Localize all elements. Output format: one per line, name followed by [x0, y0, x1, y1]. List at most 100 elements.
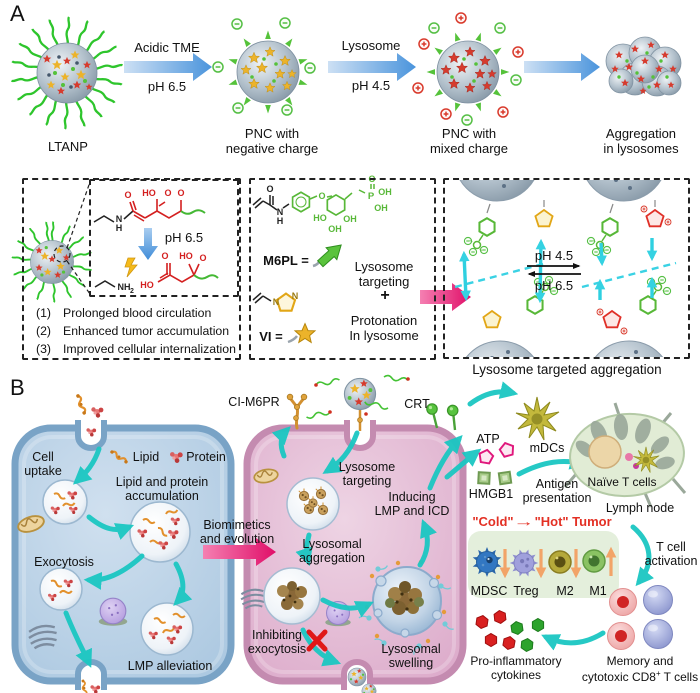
t-cell-activation-label: T cell activation: [644, 540, 698, 569]
svg-text:O: O: [124, 190, 131, 200]
uptake-vesicle: [42, 479, 88, 525]
mdc-cell-icon: [515, 396, 560, 441]
accumulation-vesicle: [129, 501, 191, 563]
svg-text:HO: HO: [140, 280, 154, 290]
m6pl-label: M6PL =: [263, 253, 309, 268]
m1-label: M1: [589, 584, 607, 598]
pnc-negative-label: PNC with negative charge: [225, 126, 319, 156]
hmgb1-label: HMGB1: [468, 487, 514, 501]
ltanp-particle: [10, 15, 124, 131]
lmp-vesicle: [140, 602, 194, 656]
lymph-node-label: Lymph node: [605, 501, 675, 515]
biomimetic-design-arrow: [420, 283, 471, 311]
point-3: (3) Improved cellular internalization: [36, 342, 236, 356]
evolved-cell-arrows: [271, 381, 519, 667]
lysosome-targeting-vesicle: [286, 477, 340, 531]
m2-label: M2: [556, 584, 574, 598]
mechanism-points: (1) Prolonged blood circulation (2) Enhanc…: [36, 304, 236, 358]
panel-b-label: B: [10, 375, 25, 400]
svg-text:OH: OH: [374, 203, 388, 213]
exocytosis-vesicle: [39, 567, 83, 611]
svg-text:O: O: [266, 184, 273, 194]
memory-t-cells-label: Memory and cytotoxic CD8+ T cells: [581, 654, 699, 684]
plus-label: +: [380, 287, 390, 304]
swollen-lysosome: [372, 566, 443, 638]
suppressor-trend-arrows: [499, 546, 617, 579]
cell-uptake-label: Cell uptake: [24, 450, 62, 479]
aggregation-arrow: [524, 53, 600, 81]
maleic-structure-bottom: NH 2 HO O HO O: [94, 251, 219, 295]
agg-ph-top-label: pH 4.5: [534, 248, 574, 263]
point-2: (2) Enhanced tumor accumulation: [36, 324, 230, 338]
naive-t-cells-label: Naïve T cells: [587, 475, 657, 489]
atp-label: ATP: [476, 432, 500, 446]
agg-box-structures: [454, 200, 677, 335]
svg-text:P: P: [368, 191, 375, 202]
aggregation-particle: [605, 36, 682, 97]
inhibiting-exocytosis-label: Inhibiting exocytosis: [247, 628, 307, 657]
aggregation-box: [443, 178, 690, 359]
agg-caption: Lysosome targeted aggregation: [472, 362, 662, 377]
svg-text:O: O: [164, 188, 171, 198]
suppressor-box: [468, 531, 619, 598]
lysosome-targeting-b-label: Lysosome targeting: [338, 460, 396, 489]
cold-hot-tumor-label: "Cold"→"Hot" Tumor: [472, 514, 612, 529]
lysosomal-swelling-label: Lysosomal swelling: [381, 642, 441, 671]
ph-down-arrow: [138, 228, 158, 260]
targeting-nanoparticle: [305, 374, 410, 431]
mech-ph-label: pH 6.5: [164, 230, 204, 245]
svg-text:OH: OH: [378, 187, 392, 197]
svg-text:N: N: [277, 207, 284, 217]
svg-text:O: O: [318, 191, 325, 201]
m6pl-arrow-icon: [312, 244, 342, 268]
treg-label: Treg: [513, 584, 539, 598]
svg-text:OH: OH: [328, 224, 342, 234]
aggregated-lysosome: [263, 567, 321, 625]
svg-text:O: O: [177, 188, 184, 198]
vi-star-icon: [287, 322, 316, 344]
zoom-callout-lines: [53, 181, 91, 295]
ci-m6pr-label: CI-M6PR: [228, 395, 280, 409]
m1-cell-icon: [582, 549, 606, 573]
svg-text:HO: HO: [142, 188, 156, 198]
exocytosis-label: Exocytosis: [34, 555, 94, 569]
inducing-label: Inducing LMP and ICD: [374, 490, 450, 519]
arrow2-bottom-label: pH 4.5: [351, 78, 391, 93]
svg-text:HO: HO: [179, 251, 193, 261]
mdcs-label: mDCs: [529, 441, 565, 455]
blocked-exit-particle: [348, 668, 366, 686]
crt-label: CRT: [404, 397, 430, 411]
panel-a-label: A: [10, 1, 25, 26]
arrow1-top-label: Acidic TME: [134, 40, 200, 55]
point-1: (1) Prolonged blood circulation: [36, 306, 212, 320]
pro-inflammatory-label: Pro-inflammatory cytokines: [470, 654, 562, 682]
biomimetics-evolution-label: Biomimetics and evolution: [199, 518, 275, 547]
lysosome-membrane-blobs: [459, 180, 664, 357]
ci-m6pr-receptor: [286, 393, 308, 430]
pnc-mixed-label: PNC with mixed charge: [429, 126, 509, 156]
ltanp-zoom-particle: [10, 220, 93, 304]
vi-structure: N N: [252, 291, 299, 312]
inhibit-x-icon: [306, 629, 328, 652]
svg-text:N: N: [273, 297, 280, 307]
lmp-alleviation-label: LMP alleviation: [127, 659, 213, 673]
pnc-negative-particle: [212, 17, 316, 116]
svg-text:NH: NH: [118, 282, 131, 292]
arrow1-bottom-label: pH 6.5: [147, 79, 187, 94]
cytokine-icons: [475, 609, 545, 653]
lymph-node: [563, 402, 687, 508]
donor-cell-arrows: [63, 446, 193, 668]
mdsc-label: MDSC: [470, 584, 508, 598]
svg-text:O: O: [161, 251, 168, 261]
hmgb1-icons: [477, 470, 513, 486]
acidic-tme-arrow: [124, 53, 212, 81]
cd8-t-cells: [607, 585, 673, 650]
vi-label: VI =: [259, 329, 283, 344]
ligand-box: [249, 178, 436, 360]
lipid-label: Lipid: [132, 450, 160, 464]
lightning-icon: [124, 257, 138, 278]
svg-text:N: N: [292, 291, 299, 301]
svg-text:O: O: [199, 253, 206, 263]
svg-text:N: N: [116, 214, 123, 224]
